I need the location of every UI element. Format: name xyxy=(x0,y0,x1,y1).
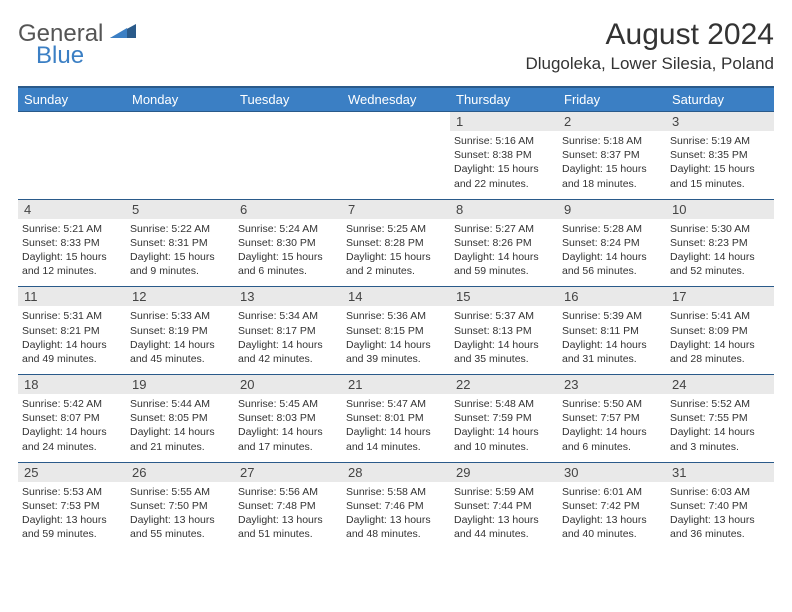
day-number-cell: 8 xyxy=(450,199,558,219)
day-detail-cell: Sunrise: 6:01 AMSunset: 7:42 PMDaylight:… xyxy=(558,482,666,550)
month-title: August 2024 xyxy=(525,18,774,52)
day-number-cell: 21 xyxy=(342,375,450,395)
week-number-row: 11121314151617 xyxy=(18,287,774,307)
day-number-cell xyxy=(342,112,450,132)
day-detail-cell: Sunrise: 5:50 AMSunset: 7:57 PMDaylight:… xyxy=(558,394,666,462)
day-number-cell: 10 xyxy=(666,199,774,219)
day-detail-cell: Sunrise: 5:59 AMSunset: 7:44 PMDaylight:… xyxy=(450,482,558,550)
day-detail-cell: Sunrise: 5:24 AMSunset: 8:30 PMDaylight:… xyxy=(234,219,342,287)
day-number-cell: 24 xyxy=(666,375,774,395)
title-block: August 2024 Dlugoleka, Lower Silesia, Po… xyxy=(525,18,774,74)
day-detail-cell: Sunrise: 5:58 AMSunset: 7:46 PMDaylight:… xyxy=(342,482,450,550)
day-detail-cell: Sunrise: 5:37 AMSunset: 8:13 PMDaylight:… xyxy=(450,306,558,374)
day-number-cell: 30 xyxy=(558,462,666,482)
day-number-cell: 26 xyxy=(126,462,234,482)
day-number-cell: 18 xyxy=(18,375,126,395)
day-number-cell: 14 xyxy=(342,287,450,307)
day-detail-cell: Sunrise: 5:36 AMSunset: 8:15 PMDaylight:… xyxy=(342,306,450,374)
day-number-cell: 4 xyxy=(18,199,126,219)
day-detail-cell: Sunrise: 5:39 AMSunset: 8:11 PMDaylight:… xyxy=(558,306,666,374)
day-number-cell: 13 xyxy=(234,287,342,307)
day-number-cell xyxy=(234,112,342,132)
day-number-cell: 22 xyxy=(450,375,558,395)
day-header: Saturday xyxy=(666,87,774,112)
day-header-row: SundayMondayTuesdayWednesdayThursdayFrid… xyxy=(18,87,774,112)
day-detail-cell: Sunrise: 5:25 AMSunset: 8:28 PMDaylight:… xyxy=(342,219,450,287)
day-detail-cell xyxy=(126,131,234,199)
day-number-cell: 9 xyxy=(558,199,666,219)
header: General Blue August 2024 Dlugoleka, Lowe… xyxy=(18,18,774,74)
day-number-cell: 31 xyxy=(666,462,774,482)
day-number-cell xyxy=(18,112,126,132)
day-header: Sunday xyxy=(18,87,126,112)
day-detail-cell: Sunrise: 5:45 AMSunset: 8:03 PMDaylight:… xyxy=(234,394,342,462)
day-detail-cell: Sunrise: 5:27 AMSunset: 8:26 PMDaylight:… xyxy=(450,219,558,287)
day-detail-cell: Sunrise: 5:22 AMSunset: 8:31 PMDaylight:… xyxy=(126,219,234,287)
day-header: Tuesday xyxy=(234,87,342,112)
logo-triangle-icon xyxy=(110,22,136,45)
day-detail-cell: Sunrise: 5:55 AMSunset: 7:50 PMDaylight:… xyxy=(126,482,234,550)
day-detail-cell: Sunrise: 5:48 AMSunset: 7:59 PMDaylight:… xyxy=(450,394,558,462)
day-detail-cell: Sunrise: 5:41 AMSunset: 8:09 PMDaylight:… xyxy=(666,306,774,374)
day-detail-cell: Sunrise: 5:19 AMSunset: 8:35 PMDaylight:… xyxy=(666,131,774,199)
day-detail-cell: Sunrise: 5:16 AMSunset: 8:38 PMDaylight:… xyxy=(450,131,558,199)
week-detail-row: Sunrise: 5:16 AMSunset: 8:38 PMDaylight:… xyxy=(18,131,774,199)
week-number-row: 123 xyxy=(18,112,774,132)
day-header: Friday xyxy=(558,87,666,112)
day-number-cell: 20 xyxy=(234,375,342,395)
day-detail-cell: Sunrise: 5:42 AMSunset: 8:07 PMDaylight:… xyxy=(18,394,126,462)
calendar-table: SundayMondayTuesdayWednesdayThursdayFrid… xyxy=(18,86,774,549)
day-number-cell: 16 xyxy=(558,287,666,307)
day-detail-cell: Sunrise: 5:52 AMSunset: 7:55 PMDaylight:… xyxy=(666,394,774,462)
day-detail-cell: Sunrise: 5:18 AMSunset: 8:37 PMDaylight:… xyxy=(558,131,666,199)
day-number-cell: 12 xyxy=(126,287,234,307)
day-header: Wednesday xyxy=(342,87,450,112)
day-detail-cell: Sunrise: 5:47 AMSunset: 8:01 PMDaylight:… xyxy=(342,394,450,462)
week-detail-row: Sunrise: 5:21 AMSunset: 8:33 PMDaylight:… xyxy=(18,219,774,287)
location: Dlugoleka, Lower Silesia, Poland xyxy=(525,54,774,74)
day-number-cell: 1 xyxy=(450,112,558,132)
week-number-row: 18192021222324 xyxy=(18,375,774,395)
day-number-cell: 7 xyxy=(342,199,450,219)
logo: General Blue xyxy=(18,18,136,68)
day-detail-cell: Sunrise: 5:34 AMSunset: 8:17 PMDaylight:… xyxy=(234,306,342,374)
day-number-cell: 25 xyxy=(18,462,126,482)
day-number-cell: 27 xyxy=(234,462,342,482)
day-detail-cell xyxy=(18,131,126,199)
day-number-cell: 17 xyxy=(666,287,774,307)
day-detail-cell: Sunrise: 6:03 AMSunset: 7:40 PMDaylight:… xyxy=(666,482,774,550)
day-number-cell: 23 xyxy=(558,375,666,395)
logo-text-bottom: Blue xyxy=(36,44,136,68)
day-number-cell: 11 xyxy=(18,287,126,307)
day-number-cell: 5 xyxy=(126,199,234,219)
day-detail-cell xyxy=(342,131,450,199)
day-detail-cell: Sunrise: 5:44 AMSunset: 8:05 PMDaylight:… xyxy=(126,394,234,462)
day-header: Monday xyxy=(126,87,234,112)
day-header: Thursday xyxy=(450,87,558,112)
day-number-cell: 19 xyxy=(126,375,234,395)
day-detail-cell: Sunrise: 5:30 AMSunset: 8:23 PMDaylight:… xyxy=(666,219,774,287)
day-number-cell: 29 xyxy=(450,462,558,482)
day-detail-cell: Sunrise: 5:33 AMSunset: 8:19 PMDaylight:… xyxy=(126,306,234,374)
day-detail-cell: Sunrise: 5:28 AMSunset: 8:24 PMDaylight:… xyxy=(558,219,666,287)
day-detail-cell xyxy=(234,131,342,199)
day-detail-cell: Sunrise: 5:56 AMSunset: 7:48 PMDaylight:… xyxy=(234,482,342,550)
week-detail-row: Sunrise: 5:42 AMSunset: 8:07 PMDaylight:… xyxy=(18,394,774,462)
day-number-cell: 3 xyxy=(666,112,774,132)
week-number-row: 25262728293031 xyxy=(18,462,774,482)
day-detail-cell: Sunrise: 5:21 AMSunset: 8:33 PMDaylight:… xyxy=(18,219,126,287)
day-number-cell: 28 xyxy=(342,462,450,482)
day-detail-cell: Sunrise: 5:53 AMSunset: 7:53 PMDaylight:… xyxy=(18,482,126,550)
day-detail-cell: Sunrise: 5:31 AMSunset: 8:21 PMDaylight:… xyxy=(18,306,126,374)
week-detail-row: Sunrise: 5:31 AMSunset: 8:21 PMDaylight:… xyxy=(18,306,774,374)
day-number-cell xyxy=(126,112,234,132)
week-number-row: 45678910 xyxy=(18,199,774,219)
week-detail-row: Sunrise: 5:53 AMSunset: 7:53 PMDaylight:… xyxy=(18,482,774,550)
day-number-cell: 2 xyxy=(558,112,666,132)
day-number-cell: 6 xyxy=(234,199,342,219)
day-number-cell: 15 xyxy=(450,287,558,307)
